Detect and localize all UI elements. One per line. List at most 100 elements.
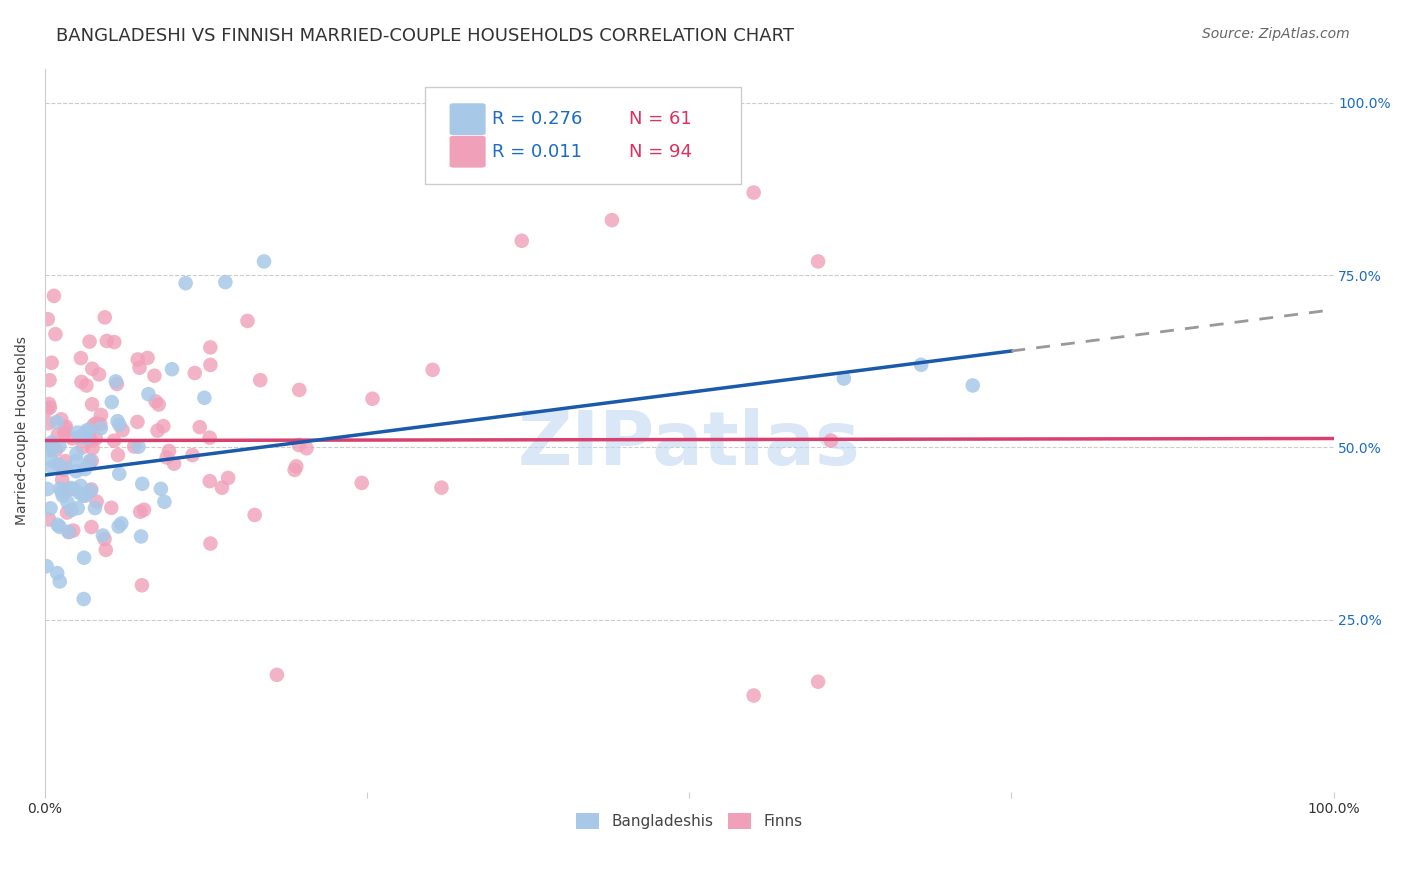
Point — [80, 453, 103, 467]
Point — [80, 483, 103, 497]
Point — [79, 454, 101, 468]
Point — [73, 550, 96, 565]
Y-axis label: Married-couple Households: Married-couple Households — [15, 335, 30, 524]
Point — [45, 415, 67, 429]
Point — [87, 368, 110, 382]
Point — [35, 559, 58, 574]
Text: ZIPatlas: ZIPatlas — [517, 409, 860, 481]
Point — [149, 482, 172, 496]
Point — [107, 519, 129, 533]
Point — [128, 440, 150, 454]
Point — [288, 438, 311, 452]
Point — [129, 505, 152, 519]
Point — [80, 483, 103, 498]
Point — [84, 417, 107, 431]
Point — [58, 524, 80, 539]
Point — [75, 378, 97, 392]
Point — [86, 494, 108, 508]
Point — [62, 482, 84, 496]
Point — [93, 532, 115, 546]
Point — [77, 423, 100, 437]
Point — [77, 424, 100, 438]
Point — [46, 566, 69, 581]
Point — [69, 486, 91, 500]
Point — [41, 435, 63, 450]
Point — [75, 489, 97, 503]
Point — [820, 434, 842, 448]
Point — [80, 397, 103, 411]
Point — [157, 444, 180, 458]
Point — [100, 500, 122, 515]
Point — [742, 689, 765, 703]
Point — [84, 432, 107, 446]
Point — [107, 448, 129, 462]
Point — [48, 439, 70, 453]
Point — [236, 314, 259, 328]
Point — [65, 454, 87, 468]
Point — [70, 375, 93, 389]
Point — [193, 391, 215, 405]
Point — [90, 408, 112, 422]
Point — [266, 668, 288, 682]
Point — [128, 360, 150, 375]
Point — [38, 373, 60, 387]
Text: R = 0.011: R = 0.011 — [492, 143, 582, 161]
Point — [39, 443, 62, 458]
Point — [53, 454, 76, 468]
Point — [56, 506, 79, 520]
Point — [38, 416, 60, 430]
Point — [105, 376, 128, 391]
Point — [104, 375, 127, 389]
Point — [41, 441, 63, 455]
Point — [65, 446, 87, 460]
Point — [82, 441, 104, 455]
FancyBboxPatch shape — [450, 136, 485, 168]
Point — [94, 542, 117, 557]
Point — [146, 424, 169, 438]
Text: Source: ZipAtlas.com: Source: ZipAtlas.com — [1202, 27, 1350, 41]
Point — [174, 276, 197, 290]
Point — [66, 501, 89, 516]
Point — [37, 482, 59, 496]
Point — [52, 489, 75, 503]
Point — [200, 358, 222, 372]
Point — [58, 483, 80, 497]
Point — [49, 482, 72, 496]
Point — [72, 489, 94, 503]
Point — [184, 366, 207, 380]
Point — [200, 340, 222, 354]
Point — [143, 368, 166, 383]
Point — [214, 275, 236, 289]
Point — [41, 356, 63, 370]
Point — [37, 402, 59, 417]
Point — [41, 460, 63, 475]
Point — [59, 481, 82, 495]
Point — [55, 461, 77, 475]
Point — [217, 471, 239, 485]
Point — [295, 442, 318, 456]
Point — [249, 373, 271, 387]
Point — [42, 289, 65, 303]
Point — [132, 502, 155, 516]
Point — [73, 592, 96, 607]
Point — [91, 528, 114, 542]
Point — [58, 524, 80, 539]
Point — [108, 417, 131, 432]
Point — [127, 415, 149, 429]
Point — [110, 516, 132, 531]
Point — [39, 501, 62, 516]
Point — [46, 427, 69, 442]
Point — [80, 433, 103, 447]
Point — [53, 426, 76, 441]
Point — [48, 520, 70, 534]
Point — [243, 508, 266, 522]
Point — [55, 422, 77, 436]
Point — [80, 520, 103, 534]
Point — [65, 464, 87, 478]
Point — [46, 457, 69, 471]
Point — [200, 536, 222, 550]
Text: R = 0.276: R = 0.276 — [492, 110, 582, 128]
Point — [148, 397, 170, 411]
Point — [46, 517, 69, 532]
Point — [111, 423, 134, 437]
